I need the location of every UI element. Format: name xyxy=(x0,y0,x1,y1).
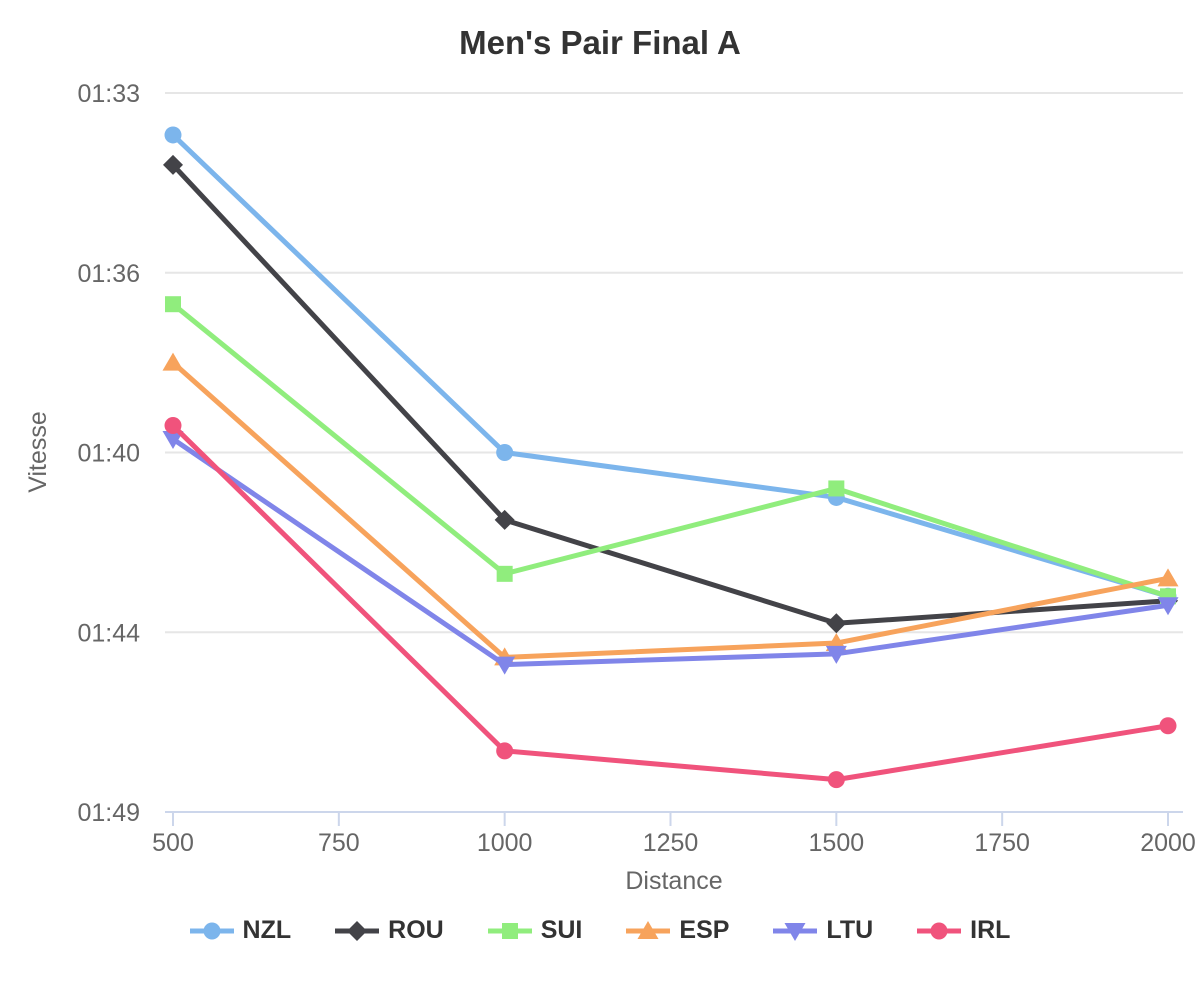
legend-item-NZL[interactable]: NZL xyxy=(189,916,292,945)
y-axis-title: Vitesse xyxy=(24,411,52,493)
x-tick-label: 750 xyxy=(318,829,360,857)
legend-item-LTU[interactable]: LTU xyxy=(773,916,873,945)
legend-marker-triangle-down-icon xyxy=(773,922,818,941)
x-tick-label: 500 xyxy=(152,829,194,857)
marker-SUI-1000[interactable] xyxy=(496,565,513,582)
series-line-IRL[interactable] xyxy=(170,423,1171,783)
x-axis-title: Distance xyxy=(625,867,722,895)
marker-ROU-500[interactable] xyxy=(163,154,183,175)
axes: 500 750 1000 1250 1500 1750 2000 xyxy=(152,811,1196,857)
marker-IRL-2000[interactable] xyxy=(1159,717,1177,735)
y-tick-label: 01:49 xyxy=(77,799,140,827)
legend-marker-shape[interactable] xyxy=(930,922,948,939)
legend-marker-shape[interactable] xyxy=(203,922,221,939)
marker-SUI-1500[interactable] xyxy=(828,480,845,497)
x-tick-label: 1250 xyxy=(643,829,699,857)
y-tick-label: 01:44 xyxy=(77,619,140,647)
legend-marker-shape[interactable] xyxy=(347,920,368,941)
series-layer xyxy=(162,126,1179,789)
legend: NZL ROU SUI ESP LTU IRL xyxy=(0,916,1200,945)
legend-label: ESP xyxy=(679,916,730,944)
legend-label: LTU xyxy=(826,916,874,944)
x-tick-label: 2000 xyxy=(1140,829,1196,857)
marker-LTU-500[interactable] xyxy=(162,431,184,450)
marker-LTU-2000[interactable] xyxy=(1157,597,1179,616)
marker-IRL-1500[interactable] xyxy=(827,771,845,789)
legend-marker-circle-icon xyxy=(917,922,962,939)
legend-label: NZL xyxy=(242,916,292,944)
marker-ROU-1000[interactable] xyxy=(494,509,515,530)
x-tick-label: 1750 xyxy=(974,829,1030,857)
marker-SUI-500[interactable] xyxy=(165,296,181,313)
legend-label: ROU xyxy=(388,916,444,944)
marker-LTU-1000[interactable] xyxy=(494,656,516,675)
legend-marker-shape[interactable] xyxy=(784,922,806,941)
legend-item-ROU[interactable]: ROU xyxy=(335,916,444,945)
legend-item-IRL[interactable]: IRL xyxy=(917,916,1010,945)
marker-LTU-1500[interactable] xyxy=(825,645,847,664)
marker-IRL-500[interactable] xyxy=(164,417,182,435)
legend-item-ESP[interactable]: ESP xyxy=(626,916,729,945)
y-tick-label: 01:33 xyxy=(77,80,140,108)
marker-IRL-1000[interactable] xyxy=(496,742,514,760)
legend-marker-triangle-up-icon xyxy=(626,920,671,939)
series-line-ESP[interactable] xyxy=(170,360,1171,660)
marker-ESP-2000[interactable] xyxy=(1157,568,1179,587)
legend-marker-square-icon xyxy=(487,922,532,939)
gridlines: 01:33 01:36 01:40 01:44 01:49 xyxy=(77,80,1183,827)
x-tick-label: 1000 xyxy=(477,829,533,857)
legend-marker-shape[interactable] xyxy=(501,922,518,939)
legend-item-SUI[interactable]: SUI xyxy=(487,916,583,945)
legend-marker-circle-icon xyxy=(189,922,234,939)
marker-ROU-1500[interactable] xyxy=(826,613,847,634)
series-line-LTU[interactable] xyxy=(170,436,1171,668)
legend-marker-shape[interactable] xyxy=(637,920,659,939)
series-line-SUI[interactable] xyxy=(170,301,1171,599)
legend-label: IRL xyxy=(970,916,1011,944)
chart-title: Men's Pair Final A xyxy=(459,24,741,61)
y-tick-label: 01:40 xyxy=(77,440,140,468)
marker-ESP-500[interactable] xyxy=(162,352,184,371)
series-line-NZL[interactable] xyxy=(170,132,1171,599)
x-tick-label: 1500 xyxy=(809,829,865,857)
y-tick-label: 01:36 xyxy=(77,260,140,288)
legend-marker-diamond-icon xyxy=(335,920,380,941)
marker-NZL-1000[interactable] xyxy=(496,444,514,461)
series-line-ROU[interactable] xyxy=(170,162,1171,626)
legend-label: SUI xyxy=(540,916,583,944)
marker-NZL-500[interactable] xyxy=(164,126,182,144)
